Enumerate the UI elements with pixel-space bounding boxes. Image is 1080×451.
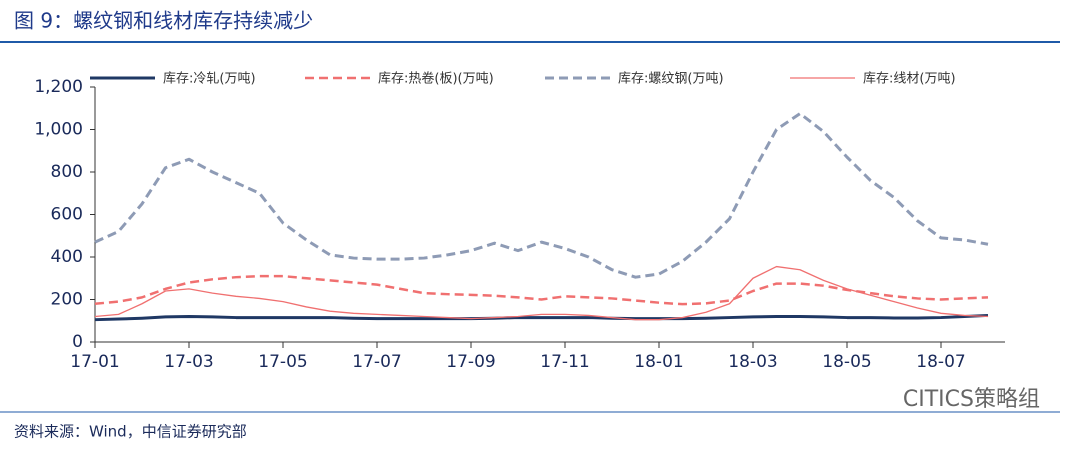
y-tick-label: 800 xyxy=(51,162,83,182)
y-tick-label: 200 xyxy=(51,290,83,310)
series-line xyxy=(94,112,989,279)
x-tick-label: 17-11 xyxy=(540,352,589,372)
x-tick-label: 18-01 xyxy=(634,352,683,372)
chart-title: 图 9：螺纹钢和线材库存持续减少 xyxy=(14,9,313,33)
legend-label: 库存:冷轧(万吨) xyxy=(163,71,256,87)
legend-label: 库存:螺纹钢(万吨) xyxy=(618,71,724,87)
x-tick-label: 17-01 xyxy=(70,352,119,372)
watermark: CITICS策略组 xyxy=(903,387,1040,412)
x-tick-label: 17-03 xyxy=(164,352,213,372)
x-tick-label: 18-05 xyxy=(822,352,871,372)
x-tick-label: 17-07 xyxy=(352,352,401,372)
series-line xyxy=(94,313,989,322)
x-tick-label: 17-05 xyxy=(258,352,307,372)
y-tick-label: 400 xyxy=(51,247,83,267)
x-tick-label: 18-07 xyxy=(916,352,965,372)
y-tick-label: 1,000 xyxy=(34,120,83,140)
legend-label: 库存:热卷(板)(万吨) xyxy=(378,71,494,87)
x-tick-label: 18-03 xyxy=(728,352,777,372)
x-tick-label: 17-09 xyxy=(446,352,495,372)
series-line xyxy=(94,274,989,306)
y-tick-label: 1,200 xyxy=(34,77,83,97)
series-line xyxy=(94,265,989,321)
source: 资料来源：Wind，中信证券研究部 xyxy=(14,423,247,441)
legend-label: 库存:线材(万吨) xyxy=(863,71,956,87)
y-tick-label: 0 xyxy=(72,332,83,352)
y-tick-label: 600 xyxy=(51,205,83,225)
